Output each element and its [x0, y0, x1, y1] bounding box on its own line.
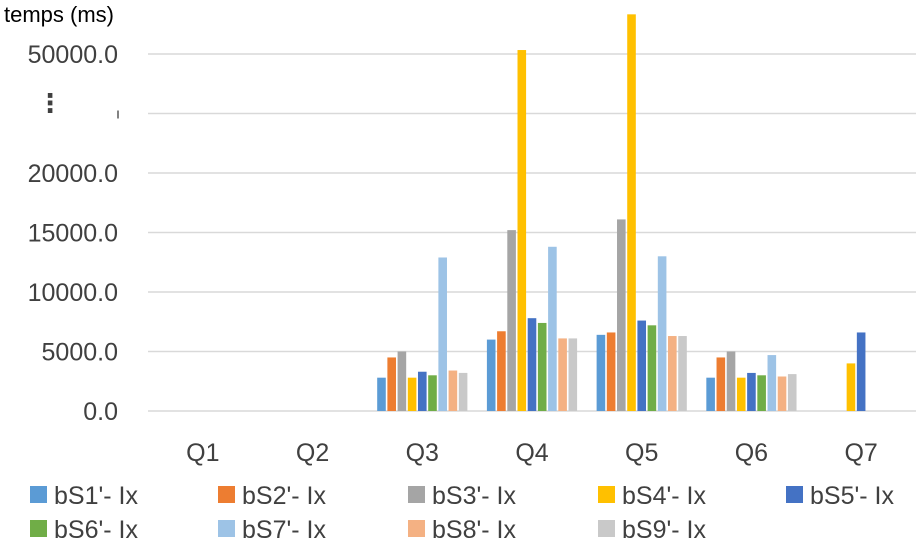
- legend-label: bS3'- Ix: [432, 482, 516, 510]
- bar: [716, 357, 726, 411]
- x-tick-label: Q3: [406, 439, 439, 467]
- bar: [678, 336, 687, 411]
- bar: [537, 322, 547, 411]
- bar: [637, 320, 647, 411]
- legend-label: bS4'- Ix: [622, 482, 706, 510]
- bar: [736, 377, 746, 411]
- bar: [527, 318, 537, 411]
- legend-label: bS6'- Ix: [54, 516, 138, 544]
- y-tick-label: 0.0: [83, 398, 118, 426]
- bar: [606, 332, 616, 411]
- legend: bS1'- Ix bS2'- Ix bS3'- Ix bS4'- Ix bS5'- Ix…: [30, 482, 894, 544]
- bar: [757, 375, 766, 411]
- bar: [558, 338, 567, 411]
- bar: [377, 377, 386, 411]
- bar: [548, 246, 557, 411]
- bar: [407, 377, 417, 411]
- bar: [448, 370, 458, 411]
- legend-item: bS4'- Ix: [598, 482, 706, 510]
- bar: [777, 376, 787, 411]
- bar: [726, 351, 736, 411]
- legend-swatch: [408, 520, 425, 537]
- bar: [668, 336, 677, 411]
- x-tick-label: Q5: [625, 439, 658, 467]
- gridlines: [117, 53, 916, 412]
- legend-swatch: [218, 486, 235, 503]
- y-axis-title: temps (ms): [4, 2, 114, 27]
- legend-item: bS6'- Ix: [30, 516, 138, 544]
- legend-swatch: [786, 486, 803, 503]
- legend-item: bS5'- Ix: [786, 482, 894, 510]
- x-tick-label: Q1: [186, 439, 219, 467]
- legend-item: bS2'- Ix: [218, 482, 326, 510]
- y-tick-label: 5000.0: [42, 339, 118, 367]
- y-tick-label: 10000.0: [28, 279, 118, 307]
- y-tick-label: 20000.0: [28, 160, 118, 188]
- legend-swatch: [30, 486, 47, 503]
- legend-label: bS5'- Ix: [810, 482, 894, 510]
- legend-label: bS7'- Ix: [242, 516, 326, 544]
- bar: [617, 219, 626, 411]
- bar: [747, 372, 756, 411]
- legend-label: bS9'- Ix: [622, 516, 706, 544]
- bar: [627, 14, 636, 411]
- x-tick-label: Q6: [735, 439, 768, 467]
- legend-swatch: [408, 486, 425, 503]
- legend-item: bS8'- Ix: [408, 516, 516, 544]
- bars: [377, 14, 866, 412]
- bar: [417, 371, 427, 411]
- bar: [397, 351, 407, 411]
- bar: [428, 375, 437, 411]
- bar: [657, 256, 667, 411]
- x-tick-label: Q4: [515, 439, 548, 467]
- x-axis-ticks: Q1 Q2 Q3 Q4 Q5 Q6 Q7: [186, 439, 878, 467]
- bar: [647, 325, 657, 411]
- axis-break-marker: ⋮: [37, 88, 63, 118]
- legend-item: bS3'- Ix: [408, 482, 516, 510]
- bar: [596, 334, 606, 411]
- bar: [568, 338, 578, 411]
- x-tick-label: Q7: [844, 439, 877, 467]
- legend-item: bS9'- Ix: [598, 516, 706, 544]
- x-tick-label: Q2: [296, 439, 329, 467]
- y-tick-label: 15000.0: [28, 220, 118, 248]
- legend-label: bS2'- Ix: [242, 482, 326, 510]
- bar: [486, 339, 496, 411]
- bar: [497, 331, 506, 411]
- y-axis-ticks: 0.0 5000.0 10000.0 15000.0 20000.0 50000.0: [28, 41, 118, 426]
- bar: [458, 372, 468, 411]
- legend-swatch: [598, 520, 615, 537]
- legend-label: bS8'- Ix: [432, 516, 516, 544]
- bar: [767, 355, 777, 411]
- bar: [787, 374, 797, 411]
- legend-item: bS7'- Ix: [218, 516, 326, 544]
- bar: [846, 363, 856, 411]
- bar: [507, 230, 516, 411]
- bar: [438, 257, 447, 411]
- bar: [517, 50, 527, 412]
- bar: [387, 357, 396, 411]
- legend-item: bS1'- Ix: [30, 482, 138, 510]
- bar: [706, 377, 715, 411]
- legend-swatch: [218, 520, 235, 537]
- bar: [856, 332, 866, 411]
- legend-label: bS1'- Ix: [54, 482, 138, 510]
- y-tick-label: 50000.0: [28, 41, 118, 69]
- legend-swatch: [598, 486, 615, 503]
- legend-swatch: [30, 520, 47, 537]
